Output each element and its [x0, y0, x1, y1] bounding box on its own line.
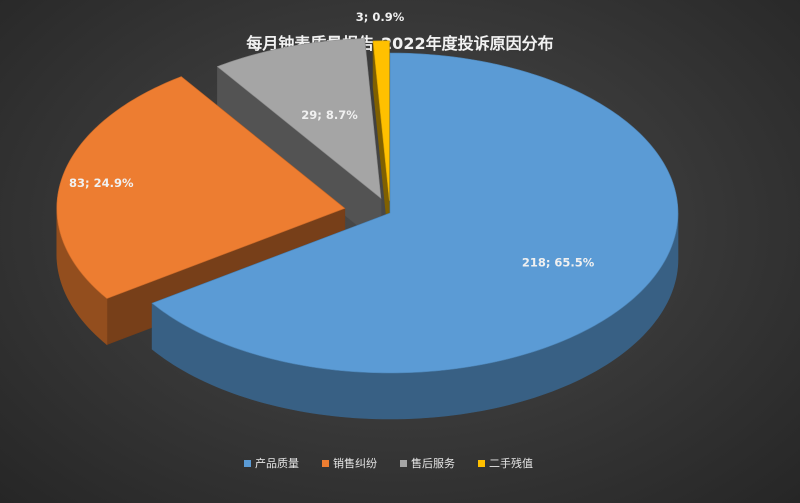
data-label-二手残值: 3; 0.9% [356, 10, 405, 24]
pie-slice-售后服务 [216, 38, 382, 199]
data-label-售后服务: 29; 8.7% [301, 108, 358, 122]
legend-label-销售纠纷: 销售纠纷 [333, 456, 377, 470]
data-labels: 218; 65.5% 83; 24.9% 29; 8.7% 3; 0.9% [69, 10, 595, 269]
pie-slice-销售纠纷 [56, 76, 346, 299]
pie-slice-产品质量 [151, 52, 679, 374]
legend-label-售后服务: 售后服务 [411, 456, 455, 470]
data-label-产品质量: 218; 65.5% [522, 255, 595, 269]
legend: 产品质量 销售纠纷 售后服务 二手残值 [244, 456, 533, 470]
data-label-销售纠纷: 83; 24.9% [69, 176, 134, 190]
legend-label-二手残值: 二手残值 [489, 456, 533, 470]
pie-slice-二手残值 [372, 40, 390, 201]
legend-label-产品质量: 产品质量 [255, 456, 299, 470]
legend-swatch-售后服务 [400, 460, 407, 467]
legend-swatch-产品质量 [244, 460, 251, 467]
pie-slices [56, 38, 679, 420]
legend-swatch-销售纠纷 [322, 460, 329, 467]
legend-swatch-二手残值 [478, 460, 485, 467]
